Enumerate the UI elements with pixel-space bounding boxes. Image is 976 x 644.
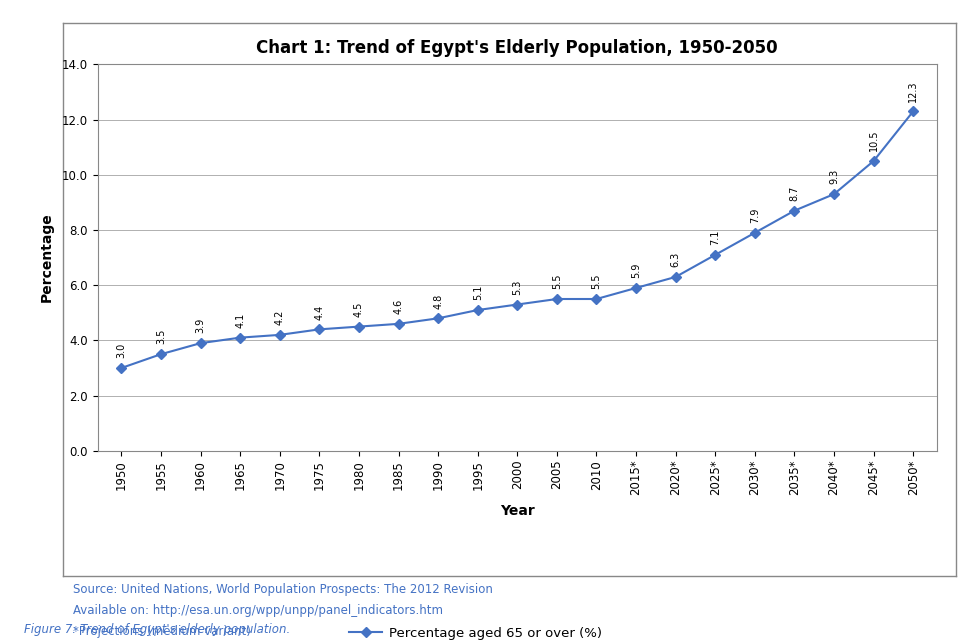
Y-axis label: Percentage: Percentage [39,213,54,303]
Text: 4.8: 4.8 [433,294,443,308]
Text: *Projections (medium variant): *Projections (medium variant) [73,625,251,638]
Text: 3.9: 3.9 [195,318,206,334]
Text: 3.0: 3.0 [116,343,126,358]
Text: 7.9: 7.9 [750,207,760,223]
X-axis label: Year: Year [500,504,535,518]
Text: 5.3: 5.3 [512,279,522,295]
Text: 7.1: 7.1 [711,230,720,245]
Text: 5.5: 5.5 [551,274,562,289]
Text: 9.3: 9.3 [829,169,839,184]
Text: Figure 7: Trend of Egypt's elderly population.: Figure 7: Trend of Egypt's elderly popul… [24,623,291,636]
Text: 12.3: 12.3 [909,80,918,102]
Text: 10.5: 10.5 [869,130,878,151]
Title: Chart 1: Trend of Egypt's Elderly Population, 1950-2050: Chart 1: Trend of Egypt's Elderly Popula… [257,39,778,57]
Text: Source: United Nations, World Population Prospects: The 2012 Revision: Source: United Nations, World Population… [73,583,493,596]
Text: 8.7: 8.7 [790,185,799,201]
Text: 5.9: 5.9 [631,263,641,278]
Text: 5.5: 5.5 [591,274,601,289]
Text: 4.6: 4.6 [393,299,403,314]
Text: 4.1: 4.1 [235,313,245,328]
Text: 6.3: 6.3 [671,252,680,267]
Legend: Percentage aged 65 or over (%): Percentage aged 65 or over (%) [344,621,607,644]
Text: 5.1: 5.1 [472,285,483,300]
Text: 4.4: 4.4 [314,305,324,319]
Text: 4.2: 4.2 [274,310,285,325]
Text: 3.5: 3.5 [156,329,166,345]
Text: 4.5: 4.5 [354,301,364,317]
Text: Available on: http://esa.un.org/wpp/unpp/panel_indicators.htm: Available on: http://esa.un.org/wpp/unpp… [73,604,443,617]
